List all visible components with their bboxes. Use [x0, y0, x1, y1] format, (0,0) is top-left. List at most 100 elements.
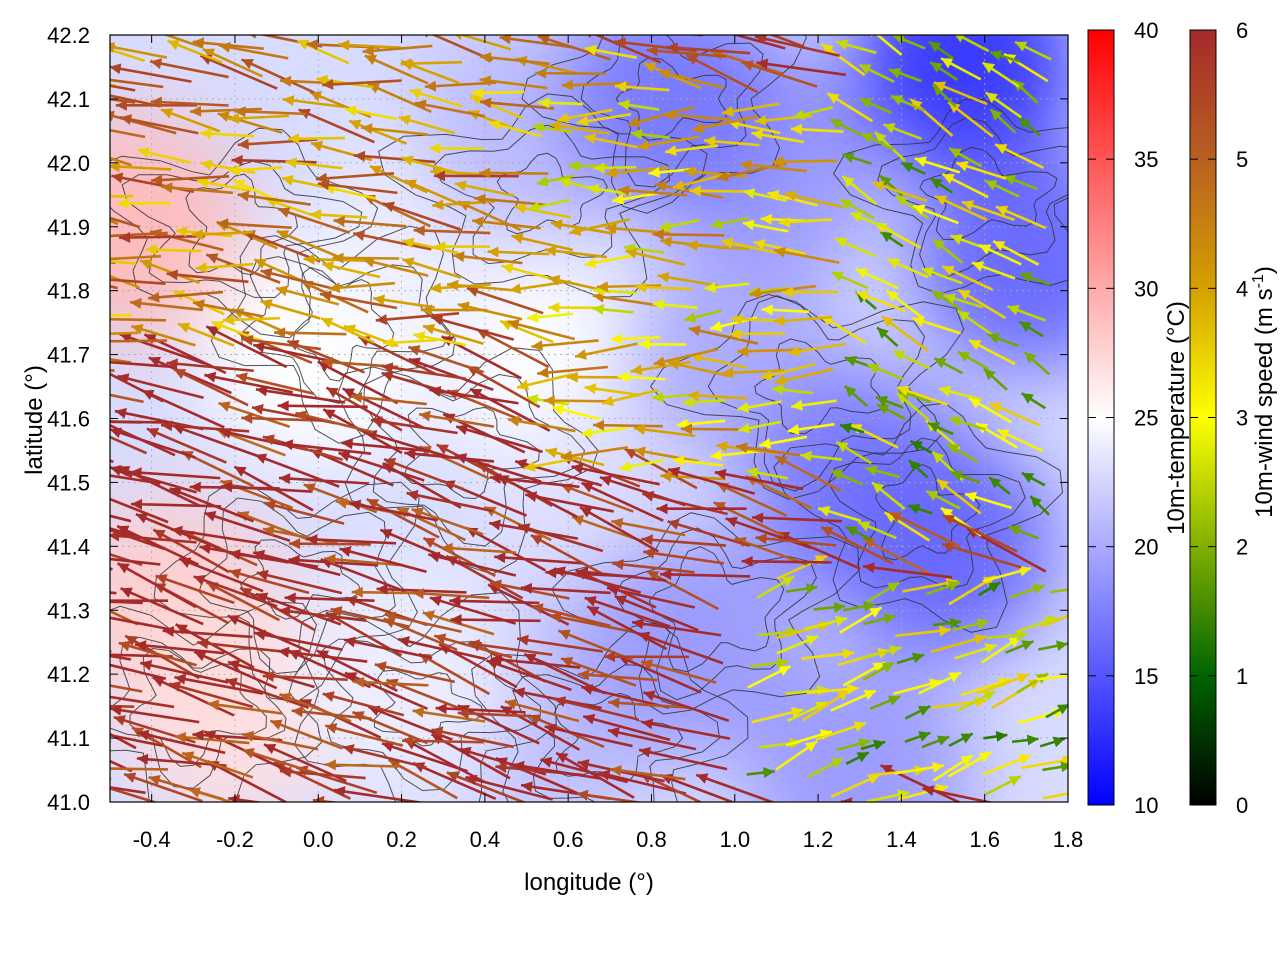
wind-vector-481	[601, 388, 659, 407]
wind-vector-810	[576, 112, 632, 127]
wind-vector-830	[202, 47, 264, 78]
wind-vector-357	[871, 481, 906, 510]
x-axis-title: longitude (°)	[524, 869, 654, 896]
wind-vector-268	[152, 528, 230, 574]
wind-vector-787	[882, 123, 922, 141]
wind-vector-261	[978, 581, 1001, 597]
wind-vector-828	[110, 63, 192, 83]
wind-vector-532	[177, 322, 235, 347]
wind-vector-415	[619, 458, 665, 472]
wind-vector-621	[855, 267, 899, 290]
contour-12-2	[153, 481, 420, 703]
contour-8-2	[471, 622, 749, 802]
y-axis-title: latitude (°)	[21, 365, 48, 475]
wind-vector-285	[642, 547, 725, 565]
wind-vector-225	[895, 625, 951, 638]
wind-vector-780	[664, 144, 718, 157]
wind-vector-367	[130, 467, 221, 480]
wind-vector-685	[778, 216, 833, 228]
wind-vector-704	[369, 164, 428, 194]
wind-vector-806	[469, 94, 523, 120]
wind-vector-844	[614, 81, 670, 93]
wind-vector-850	[756, 58, 846, 77]
wind-vector-476	[429, 386, 519, 405]
wind-vector-552	[737, 345, 803, 357]
y-tick-label-2: 41.2	[47, 662, 90, 687]
wind-vector-431	[110, 420, 172, 424]
x-tick-label-2: 0.0	[303, 827, 334, 852]
wind-vector-121	[751, 706, 804, 724]
wind-vector-14	[446, 771, 526, 802]
wind-vector-240	[284, 592, 375, 604]
wind-vector-727	[110, 156, 133, 167]
temperature-colorbar-tick-label-3: 25	[1134, 406, 1158, 431]
wind-vector-318	[641, 534, 726, 547]
wind-vector-156	[806, 683, 859, 695]
wind-vector-890	[1014, 40, 1052, 61]
wind-vector-813	[663, 109, 731, 121]
wind-vector-133	[110, 684, 143, 693]
wind-vector-246	[449, 595, 540, 607]
wind-vector-656	[932, 238, 964, 264]
wind-vector-456	[876, 403, 906, 421]
wind-vector-200	[110, 616, 175, 632]
wind-vector-518	[722, 367, 784, 379]
wind-vector-623	[921, 267, 963, 285]
wind-vector-33	[110, 777, 112, 781]
wind-vector-843	[561, 79, 631, 91]
wind-vector-808	[538, 97, 583, 109]
wind-vector-87	[641, 718, 731, 740]
wind-vector-549	[653, 347, 719, 367]
wind-vector-676	[514, 203, 571, 219]
wind-vector-530	[110, 339, 168, 343]
wind-vector-219	[631, 618, 722, 637]
wind-vector-50	[512, 760, 602, 780]
wind-vector-215	[531, 603, 611, 628]
y-tick-label-1: 41.1	[47, 726, 90, 751]
wind-vector-3	[123, 772, 203, 802]
wind-vector-544	[507, 319, 576, 341]
wind-vector-411	[455, 424, 543, 454]
wind-vector-807	[479, 97, 555, 110]
wind-vector-179	[433, 633, 513, 659]
wind-vector-452	[738, 420, 782, 434]
wind-vector-310	[411, 507, 484, 536]
wind-vector-847	[685, 53, 759, 94]
wind-vector-97	[1011, 734, 1039, 746]
wind-vector-294	[982, 565, 1032, 583]
wind-vector-705	[404, 179, 464, 207]
wind-vector-254	[785, 583, 818, 595]
wind-vector-514	[617, 371, 666, 383]
wind-vector-666	[216, 218, 292, 230]
wind-vector-483	[682, 396, 726, 408]
wind-vector-695	[117, 197, 171, 209]
wind-vector-382	[571, 463, 660, 486]
wind-vector-436	[241, 412, 323, 424]
contour-4-2	[551, 512, 860, 715]
wind-vector-839	[471, 87, 525, 99]
wind-vector-604	[328, 281, 396, 294]
wind-vector-651	[753, 239, 807, 256]
wind-vector-86	[607, 727, 697, 751]
wind-vector-712	[612, 191, 661, 205]
wind-vector-131	[1045, 703, 1068, 719]
wind-vector-383	[624, 447, 698, 490]
wind-vector-119	[608, 697, 688, 709]
temperature-colorbar-label: 10m-temperature (°C)	[1163, 301, 1190, 535]
wind-vector-645	[584, 253, 636, 269]
wind-vector-690	[934, 194, 988, 221]
wind-vector-460	[968, 396, 1012, 424]
wind-vector-106	[225, 677, 310, 709]
wind-vector-278	[428, 551, 517, 577]
wind-vector-769	[348, 119, 407, 145]
wind-vector-827	[110, 78, 164, 89]
wind-vector-693	[14, 187, 103, 203]
wind-vector-551	[729, 328, 786, 340]
wind-vector-640	[434, 241, 490, 253]
wind-vector-795	[115, 99, 198, 111]
wind-vector-434	[160, 420, 250, 433]
wind-vector-356	[817, 506, 862, 523]
wind-vector-414	[560, 446, 629, 462]
contour-10-1	[877, 116, 1068, 278]
wind-vector-767	[288, 133, 345, 145]
